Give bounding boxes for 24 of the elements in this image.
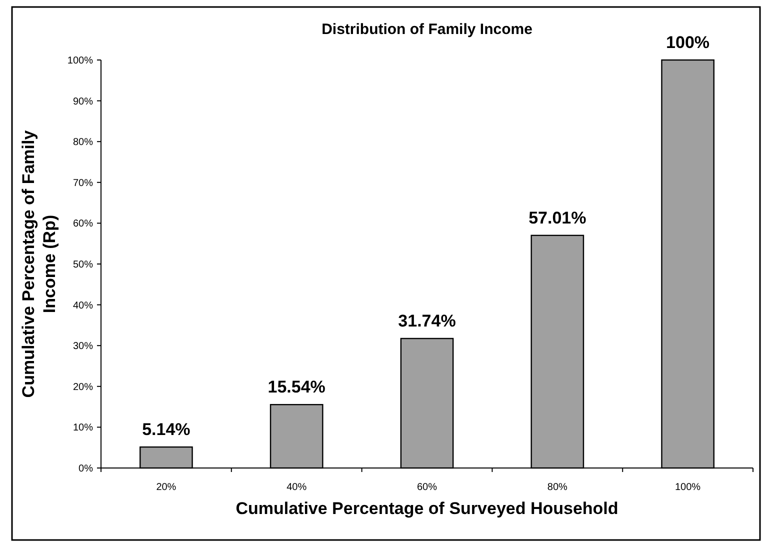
- y-tick-label: 100%: [67, 56, 94, 66]
- y-tick-label: 80%: [72, 137, 94, 148]
- x-tick-label: 60%: [416, 482, 438, 493]
- x-axis-title: Cumulative Percentage of Surveyed Household: [236, 499, 618, 518]
- chart-title: Distribution of Family Income: [322, 21, 532, 38]
- y-tick-label: 90%: [72, 96, 94, 108]
- data-label: 100%: [666, 33, 710, 52]
- data-label: 15.54%: [268, 378, 326, 397]
- x-tick-label: 100%: [675, 482, 701, 493]
- y-tick-label: 60%: [72, 218, 94, 230]
- y-tick-label: 50%: [72, 260, 94, 270]
- y-tick-label: 20%: [72, 382, 94, 393]
- y-tick-label: 0%: [78, 464, 94, 474]
- x-tick-label: 40%: [286, 482, 307, 493]
- y-tick-label: 10%: [72, 422, 94, 434]
- y-tick-label: 70%: [72, 178, 94, 189]
- data-label: 57.01%: [528, 208, 586, 228]
- y-axis-title: Cumulative Percentage of Family Income (Rp): [19, 130, 59, 398]
- x-tick-label: 20%: [156, 482, 176, 493]
- data-label: 31.74%: [398, 312, 456, 330]
- y-tick-label: 30%: [72, 341, 94, 352]
- y-tick-label: 40%: [72, 300, 94, 312]
- x-tick-label: 80%: [547, 482, 568, 493]
- data-label: 5.14%: [142, 420, 190, 440]
